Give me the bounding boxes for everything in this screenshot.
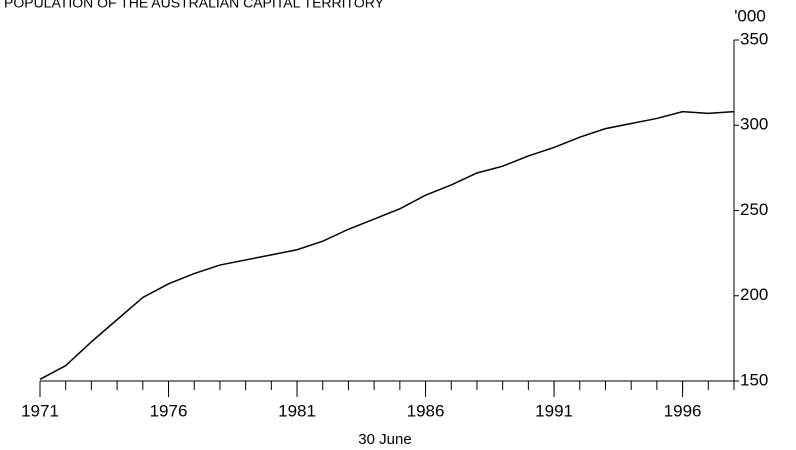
- y-tick-label: 200: [740, 285, 768, 304]
- x-tick-label: 1976: [150, 401, 188, 420]
- y-tick-label: 300: [740, 115, 768, 134]
- y-tick-label: 150: [740, 370, 768, 389]
- y-tick-label: 350: [740, 29, 768, 48]
- data-line: [39, 110, 735, 380]
- chart-title: POPULATION OF THE AUSTRALIAN CAPITAL TER…: [4, 0, 385, 11]
- x-axis-label: 30 June: [358, 431, 411, 448]
- x-tick-label: 1996: [664, 401, 702, 420]
- x-tick-label: 1971: [21, 401, 59, 420]
- x-tick-label: 1991: [535, 401, 573, 420]
- y-tick-label: 250: [740, 200, 768, 219]
- x-tick-label: 1986: [407, 401, 445, 420]
- y-axis-label: '000: [734, 6, 766, 25]
- x-tick-label: 1981: [278, 401, 316, 420]
